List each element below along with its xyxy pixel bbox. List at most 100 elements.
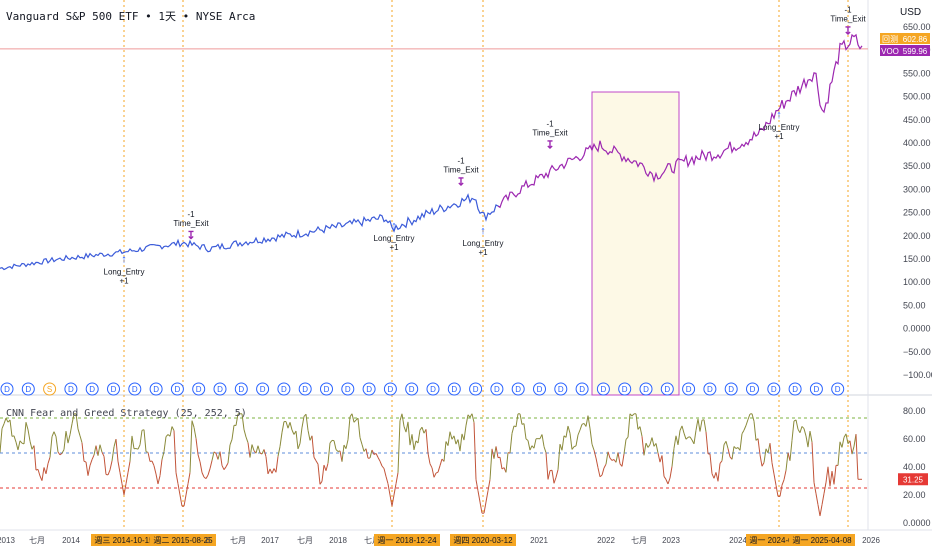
interval-label[interactable]: 1天 — [158, 10, 176, 23]
dividend-marker[interactable] — [511, 382, 525, 396]
oscillator-segment — [291, 429, 295, 435]
oscillator-segment — [541, 434, 545, 447]
dividend-marker[interactable] — [256, 382, 270, 396]
oscillator-segment — [487, 479, 491, 491]
oscillator-segment — [555, 469, 559, 478]
header-separator: • — [182, 10, 190, 23]
oscillator-segment — [413, 440, 417, 451]
dividend-marker[interactable] — [192, 382, 206, 396]
oscillator-segment — [69, 423, 73, 435]
dividend-marker[interactable] — [320, 382, 333, 396]
dividend-marker-label: D — [345, 385, 351, 394]
dividend-marker[interactable] — [43, 382, 57, 396]
oscillator-segment — [473, 422, 477, 480]
dividend-marker[interactable] — [788, 382, 802, 396]
oscillator-segment — [527, 440, 531, 451]
exit-arrow-icon: ↧ — [456, 176, 465, 188]
dividend-marker[interactable] — [746, 382, 759, 396]
oscillator-segment — [227, 444, 231, 464]
dividend-marker[interactable] — [554, 382, 568, 396]
oscillator-segment — [761, 462, 765, 467]
exit-qty: -1 — [187, 210, 195, 219]
dividend-marker[interactable] — [85, 382, 99, 396]
oscillator-segment — [607, 451, 611, 459]
dividend-marker[interactable] — [234, 382, 248, 396]
dividend-marker-label: D — [686, 385, 692, 394]
time-tick-label: 2017 — [261, 536, 279, 545]
dividend-marker[interactable] — [149, 382, 163, 396]
dividend-marker[interactable] — [724, 382, 738, 396]
oscillator-segment — [443, 441, 447, 462]
dividend-marker[interactable] — [405, 382, 419, 396]
entry-qty: +1 — [774, 132, 784, 141]
dividend-marker[interactable] — [298, 382, 312, 396]
dividend-marker[interactable] — [213, 382, 227, 396]
oscillator-segment — [739, 433, 743, 451]
dividend-marker[interactable] — [703, 382, 717, 396]
oscillator-segment — [187, 472, 191, 484]
dividend-marker[interactable] — [107, 382, 120, 396]
dividend-marker[interactable] — [362, 382, 376, 396]
indicator-title[interactable]: CNN Fear and Greed Strategy (25, 252, 5) — [6, 408, 247, 419]
dividend-marker[interactable] — [831, 382, 845, 396]
entry-arrow-icon: ↑ — [121, 254, 127, 266]
dividend-marker[interactable] — [490, 382, 504, 396]
dividend-marker[interactable] — [0, 382, 14, 396]
oscillator-segment — [677, 430, 681, 445]
oscillator-segment — [763, 448, 767, 463]
dividend-marker[interactable] — [809, 382, 823, 396]
dividend-marker[interactable] — [660, 382, 674, 396]
oscillator-segment — [193, 427, 197, 439]
oscillator-segment — [83, 460, 87, 463]
oscillator-segment — [245, 436, 249, 443]
oscillator-segment — [103, 456, 107, 475]
dividend-marker[interactable] — [639, 382, 653, 396]
osc-tick-label: 20.00 — [903, 490, 926, 500]
time-tick-label: 2018 — [329, 536, 347, 545]
dividend-marker[interactable] — [21, 382, 35, 396]
dividend-marker[interactable] — [618, 382, 632, 396]
oscillator-segment — [383, 468, 387, 477]
time-highlight-label: 週一 2025-04-08 — [792, 536, 852, 545]
dividend-marker[interactable] — [575, 382, 589, 396]
symbol-title[interactable]: Vanguard S&P 500 ETF — [6, 10, 139, 23]
dividend-marker[interactable] — [596, 382, 610, 396]
oscillator-segment — [29, 440, 33, 450]
dividend-marker[interactable] — [64, 382, 78, 396]
time-highlight-label: 週一 2018-12-24 — [377, 536, 437, 545]
dividend-marker[interactable] — [170, 382, 184, 396]
oscillator-segment — [417, 430, 421, 444]
dividend-marker[interactable] — [341, 382, 355, 396]
oscillator-segment — [713, 472, 717, 479]
oscillator-segment — [655, 443, 659, 454]
time-tick-label: 2021 — [530, 536, 548, 545]
dividend-marker[interactable] — [767, 382, 781, 396]
oscillator-segment — [235, 413, 239, 426]
dividend-marker[interactable] — [447, 382, 461, 396]
exchange-label: NYSE Arca — [195, 10, 256, 23]
dividend-marker[interactable] — [682, 382, 696, 396]
time-tick-label: 七月 — [230, 536, 246, 545]
dividend-marker[interactable] — [426, 382, 440, 396]
oscillator-segment — [833, 465, 837, 485]
oscillator-segment — [683, 433, 687, 440]
oscillator-segment — [321, 464, 325, 482]
osc-tick-label: 60.00 — [903, 434, 926, 444]
oscillator-segment — [403, 426, 407, 433]
dividend-marker[interactable] — [533, 382, 546, 396]
dividend-marker-label: D — [430, 385, 436, 394]
dividend-marker-label: D — [494, 385, 500, 394]
currency-label[interactable]: USD — [900, 7, 922, 18]
oscillator-segment — [249, 444, 253, 458]
dividend-marker-label: D — [68, 385, 74, 394]
dividend-marker[interactable] — [277, 382, 291, 396]
dividend-marker[interactable] — [383, 382, 397, 396]
oscillator-segment — [169, 426, 173, 437]
dividend-marker[interactable] — [128, 382, 142, 396]
dividend-marker[interactable] — [469, 382, 483, 396]
oscillator-segment — [0, 428, 3, 453]
oscillator-segment — [191, 420, 195, 428]
oscillator-segment — [485, 490, 489, 503]
